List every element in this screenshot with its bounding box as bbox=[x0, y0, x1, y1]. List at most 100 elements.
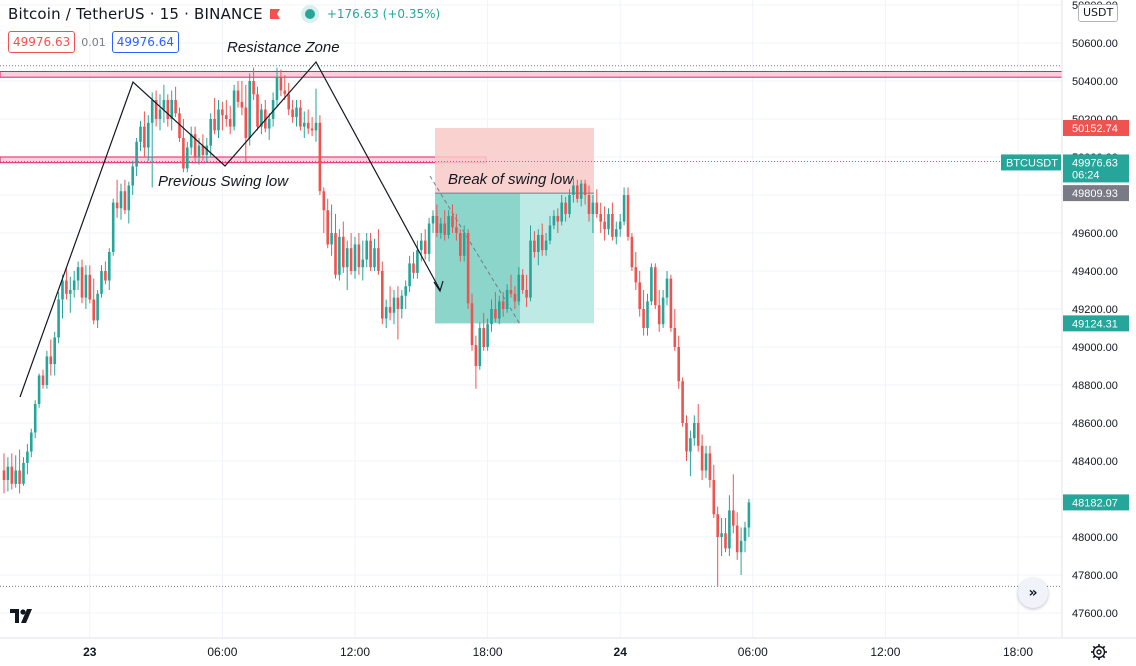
candle-body bbox=[747, 502, 751, 528]
candle-body bbox=[451, 215, 454, 228]
candle-body bbox=[189, 134, 193, 148]
spread-value: 0.01 bbox=[81, 35, 106, 49]
gear-icon[interactable] bbox=[1090, 643, 1108, 661]
annotation-label: Previous Swing low bbox=[158, 173, 289, 190]
candle-body bbox=[685, 423, 688, 452]
candle-body bbox=[435, 215, 439, 233]
candle-body bbox=[560, 202, 563, 222]
price-label-bg bbox=[1063, 154, 1129, 183]
candle-body bbox=[217, 109, 220, 131]
candle-body bbox=[135, 141, 138, 167]
candle-body bbox=[743, 527, 747, 541]
candle-body bbox=[225, 115, 228, 119]
candle-body bbox=[349, 248, 353, 271]
candle-body bbox=[568, 195, 571, 214]
candle-body bbox=[342, 236, 345, 268]
candle-body bbox=[537, 234, 540, 252]
candle-body bbox=[61, 280, 64, 300]
candle-body bbox=[544, 240, 548, 251]
candle-body bbox=[158, 109, 162, 119]
zones-layer bbox=[0, 65, 1063, 587]
scroll-to-realtime-button[interactable]: » bbox=[1018, 578, 1048, 608]
candle-body bbox=[572, 185, 575, 195]
y-tick-label: 49200.00 bbox=[1072, 304, 1118, 316]
candle-body bbox=[423, 240, 427, 254]
candle-body bbox=[123, 191, 127, 211]
candle-body bbox=[521, 274, 524, 290]
candle-body bbox=[517, 274, 521, 302]
candle-body bbox=[408, 263, 411, 287]
candle-body bbox=[240, 101, 244, 108]
symbol-header: Bitcoin / TetherUS · 15 · BINANCE +176.6… bbox=[8, 5, 440, 23]
price-label-bg bbox=[1063, 185, 1129, 202]
y-tick-label: 47800.00 bbox=[1072, 570, 1118, 582]
candle-body bbox=[143, 126, 146, 148]
candle-body bbox=[10, 466, 14, 484]
candle-body bbox=[474, 345, 478, 366]
candle-body bbox=[459, 233, 462, 256]
drawings-layer: Resistance Zone Previous Swing low Break o… bbox=[19, 39, 574, 398]
candle-body bbox=[166, 100, 170, 119]
candle-body bbox=[197, 145, 201, 157]
y-tick-label: 48600.00 bbox=[1072, 418, 1118, 430]
candle-body bbox=[205, 145, 209, 156]
candle-body bbox=[147, 122, 150, 148]
candle-body bbox=[279, 77, 283, 91]
candle-body bbox=[431, 215, 435, 224]
candle-body bbox=[2, 470, 6, 480]
candle-body bbox=[244, 107, 248, 138]
candle-body bbox=[661, 297, 665, 325]
sell-price-button[interactable]: 49976.63 bbox=[8, 31, 76, 53]
candle-body bbox=[388, 307, 392, 313]
candle-body bbox=[252, 81, 255, 95]
price-label: 49809.93 bbox=[1072, 188, 1118, 200]
symbol-title[interactable]: Bitcoin / TetherUS · 15 · BINANCE bbox=[8, 5, 263, 23]
candle-body bbox=[65, 280, 68, 294]
candle-body bbox=[30, 432, 33, 452]
candle-body bbox=[170, 100, 173, 119]
currency-button[interactable]: USDT bbox=[1078, 4, 1119, 22]
candle-body bbox=[533, 240, 536, 252]
x-tick-label: 18:00 bbox=[1003, 645, 1033, 659]
candle-body bbox=[416, 250, 419, 273]
stop-loss-zone bbox=[435, 127, 594, 194]
candle-body bbox=[622, 195, 626, 222]
candle-body bbox=[400, 295, 404, 309]
candle-body bbox=[283, 90, 287, 95]
candle-body bbox=[693, 423, 696, 439]
candle-body bbox=[267, 119, 271, 129]
candle-body bbox=[700, 445, 704, 471]
candle-body bbox=[576, 185, 579, 199]
candle-body bbox=[357, 244, 361, 268]
candle-body bbox=[392, 297, 396, 313]
candle-body bbox=[654, 267, 657, 306]
candle-body bbox=[353, 244, 357, 271]
y-tick-label: 49600.00 bbox=[1072, 228, 1118, 240]
candle-body bbox=[599, 214, 602, 222]
candle-body bbox=[26, 451, 29, 463]
candle-body bbox=[420, 240, 423, 251]
buy-price-button[interactable]: 49976.64 bbox=[111, 31, 180, 53]
candle-body bbox=[579, 183, 583, 199]
tradingview-logo-icon[interactable] bbox=[8, 603, 36, 627]
candle-body bbox=[478, 328, 482, 366]
candle-body bbox=[615, 229, 618, 237]
flag-icon[interactable] bbox=[269, 8, 281, 20]
candle-body bbox=[587, 195, 591, 214]
symbol-tag: BTCUSDT bbox=[1006, 157, 1058, 169]
candle-body bbox=[669, 278, 673, 328]
price-label-bg bbox=[1063, 315, 1129, 332]
candle-body bbox=[6, 466, 10, 480]
price-label: 50152.74 bbox=[1072, 123, 1118, 135]
candle-body bbox=[716, 514, 719, 537]
candle-body bbox=[45, 356, 49, 385]
candle-body bbox=[330, 233, 333, 245]
price-path-line bbox=[19, 60, 441, 398]
candle-body bbox=[221, 109, 224, 116]
candle-body bbox=[88, 274, 92, 300]
candle-body bbox=[22, 462, 25, 484]
candle-body bbox=[665, 278, 669, 298]
candle-body bbox=[162, 100, 166, 110]
y-tick-label: 50600.00 bbox=[1072, 38, 1118, 50]
